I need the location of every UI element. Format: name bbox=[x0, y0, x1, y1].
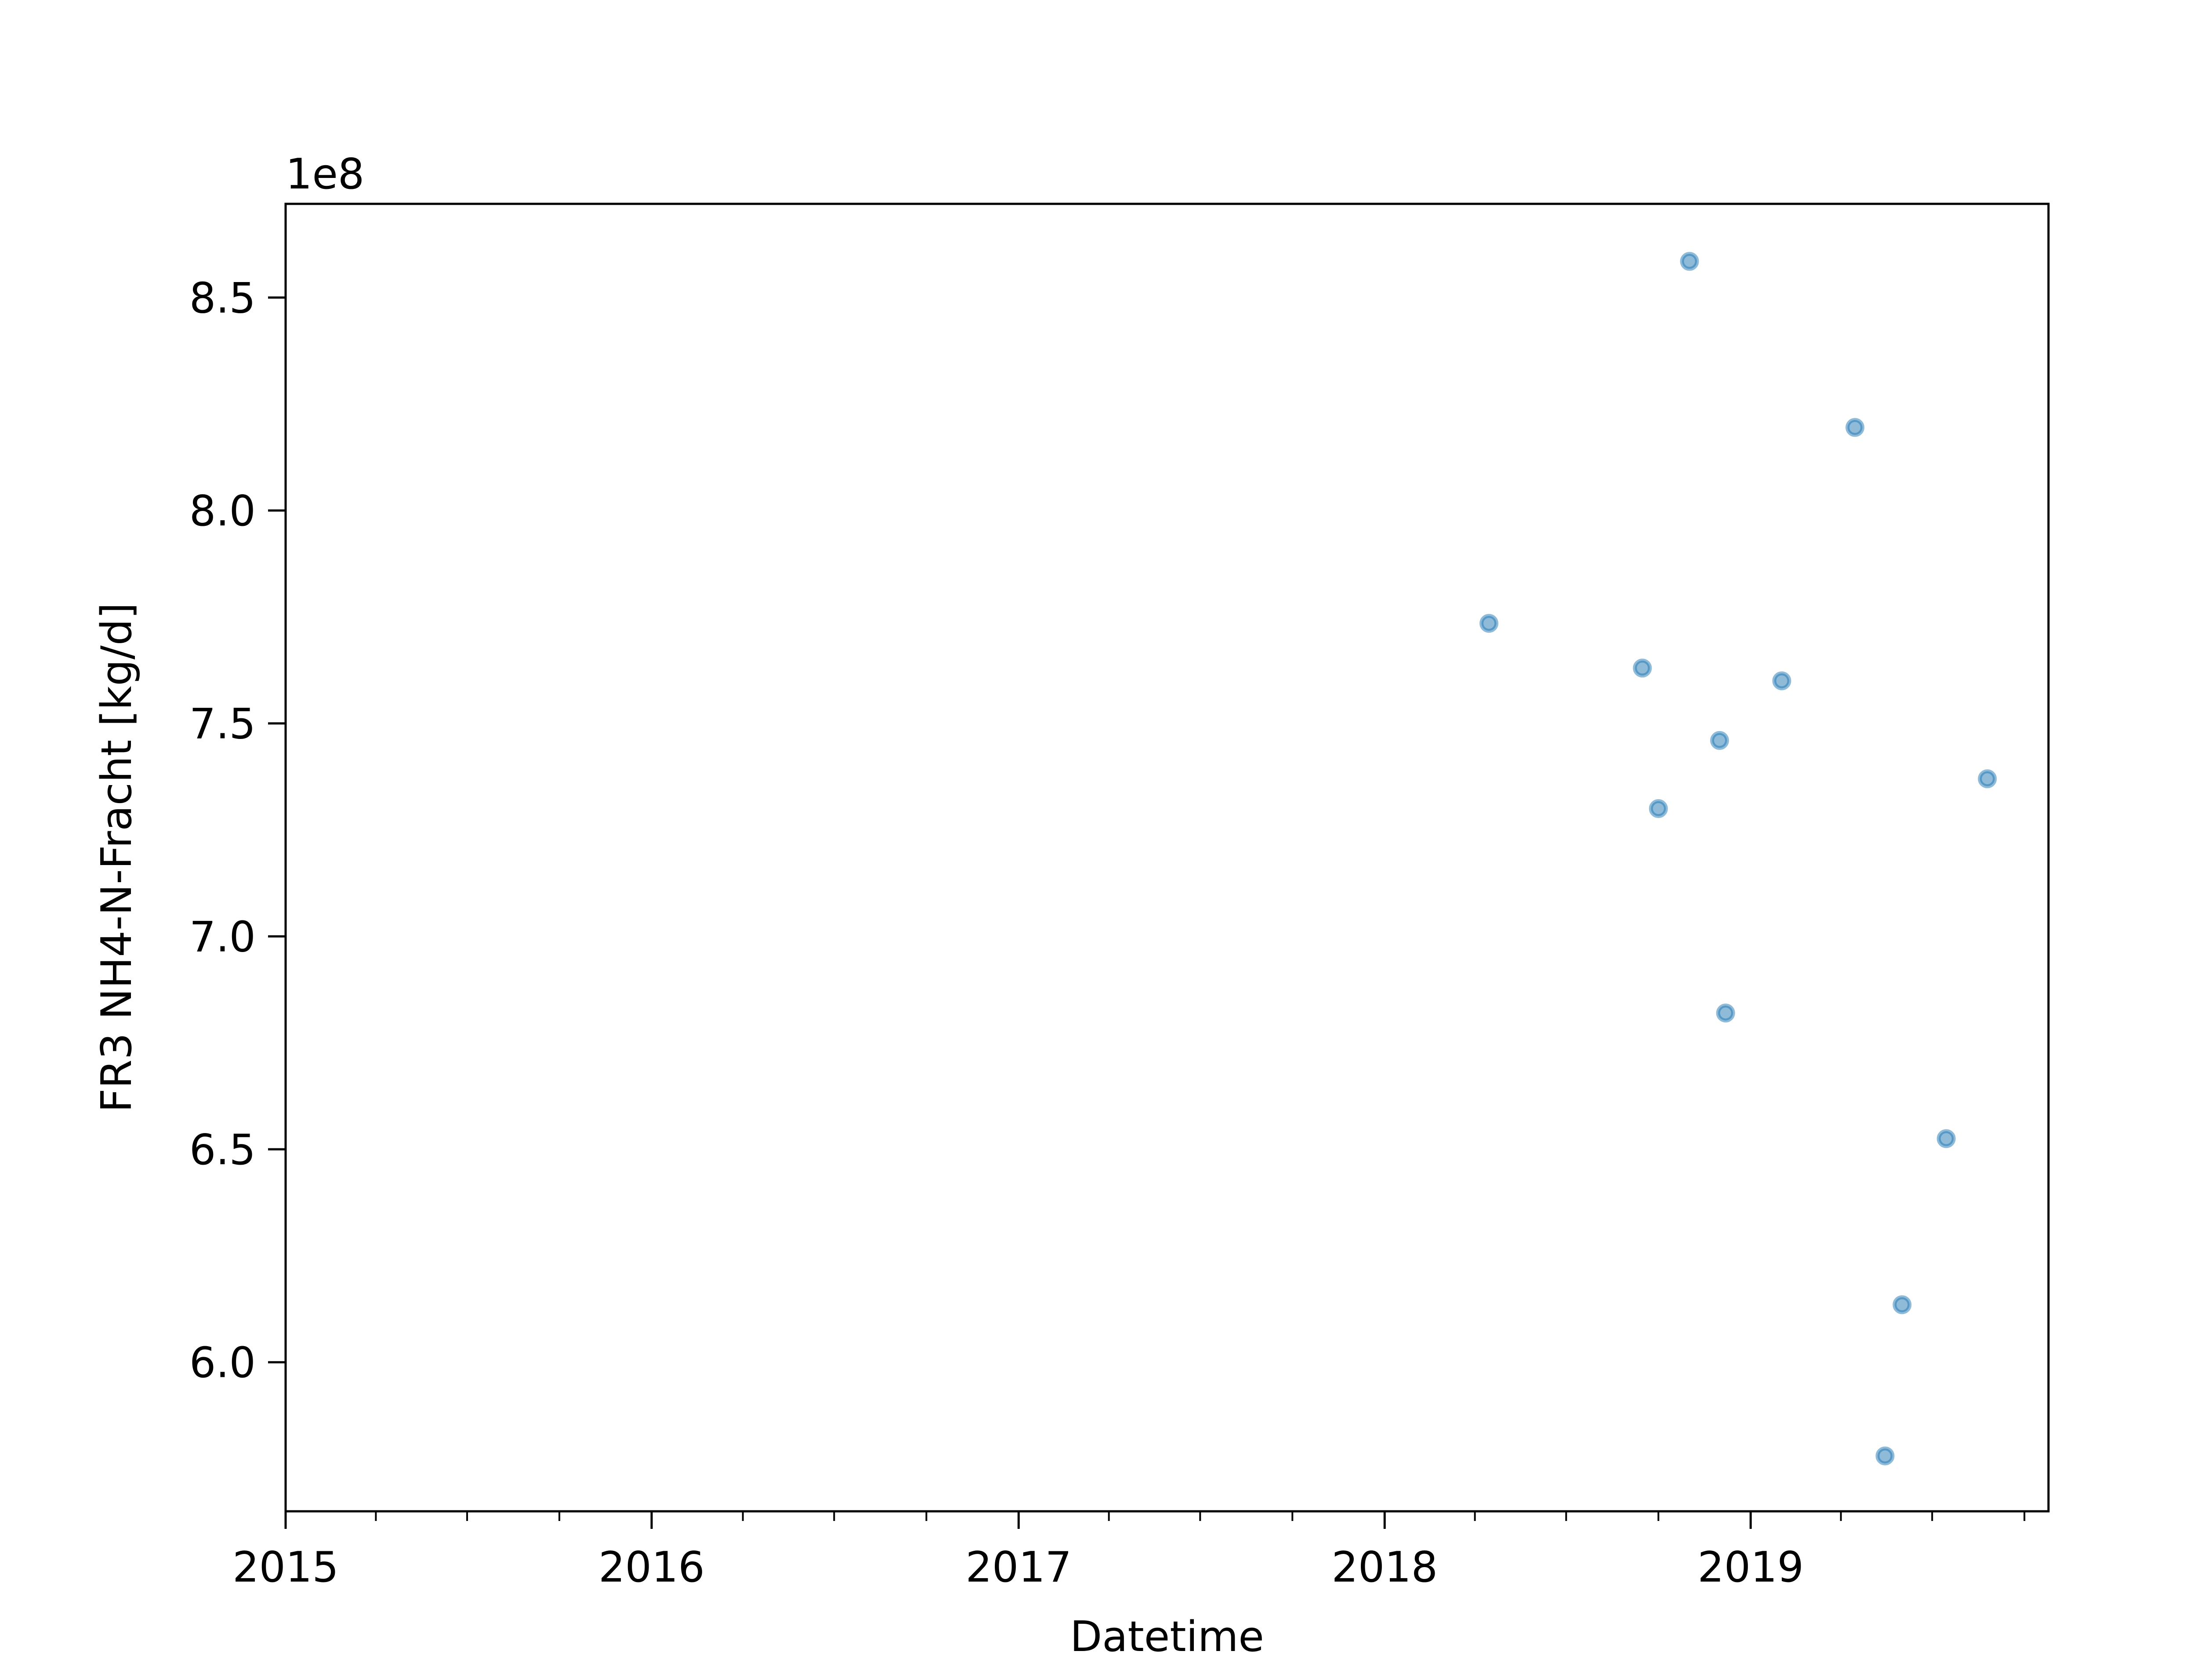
data-point bbox=[1633, 659, 1652, 678]
data-points bbox=[1479, 252, 1997, 1466]
data-point bbox=[1710, 731, 1729, 750]
data-point bbox=[1716, 1003, 1735, 1023]
data-point bbox=[1892, 1295, 1912, 1314]
y-tick-label: 8.0 bbox=[189, 487, 256, 536]
data-point bbox=[1875, 1446, 1895, 1466]
x-tick-label: 2019 bbox=[1697, 1543, 1804, 1592]
x-axis-ticks: 2015 2016 2017 2018 2019 bbox=[232, 1511, 2026, 1592]
data-point bbox=[1649, 799, 1668, 818]
data-point bbox=[1479, 614, 1499, 633]
y-tick-label: 6.5 bbox=[189, 1126, 256, 1174]
y-axis-ticks: 6.0 6.5 7.0 7.5 8.0 8.5 bbox=[189, 274, 286, 1387]
data-point bbox=[1680, 252, 1699, 271]
y-axis-label: FR3 NH4-N-Fracht [kg/d] bbox=[93, 603, 141, 1113]
y-axis-offset-label: 1e8 bbox=[286, 150, 364, 199]
data-point bbox=[1772, 671, 1791, 691]
x-tick-label: 2016 bbox=[598, 1543, 705, 1592]
y-tick-label: 8.5 bbox=[189, 274, 256, 322]
x-tick-label: 2017 bbox=[965, 1543, 1072, 1592]
y-tick-label: 7.0 bbox=[189, 913, 256, 961]
data-point bbox=[1845, 418, 1865, 437]
y-tick-label: 7.5 bbox=[189, 700, 256, 749]
data-point bbox=[1936, 1129, 1956, 1148]
plot-frame bbox=[284, 203, 2050, 1513]
x-tick-label: 2018 bbox=[1331, 1543, 1438, 1592]
x-tick-label: 2015 bbox=[232, 1543, 339, 1592]
y-tick-label: 6.0 bbox=[189, 1339, 256, 1387]
data-point bbox=[1978, 769, 1997, 789]
x-axis-label: Datetime bbox=[1070, 1613, 1264, 1661]
